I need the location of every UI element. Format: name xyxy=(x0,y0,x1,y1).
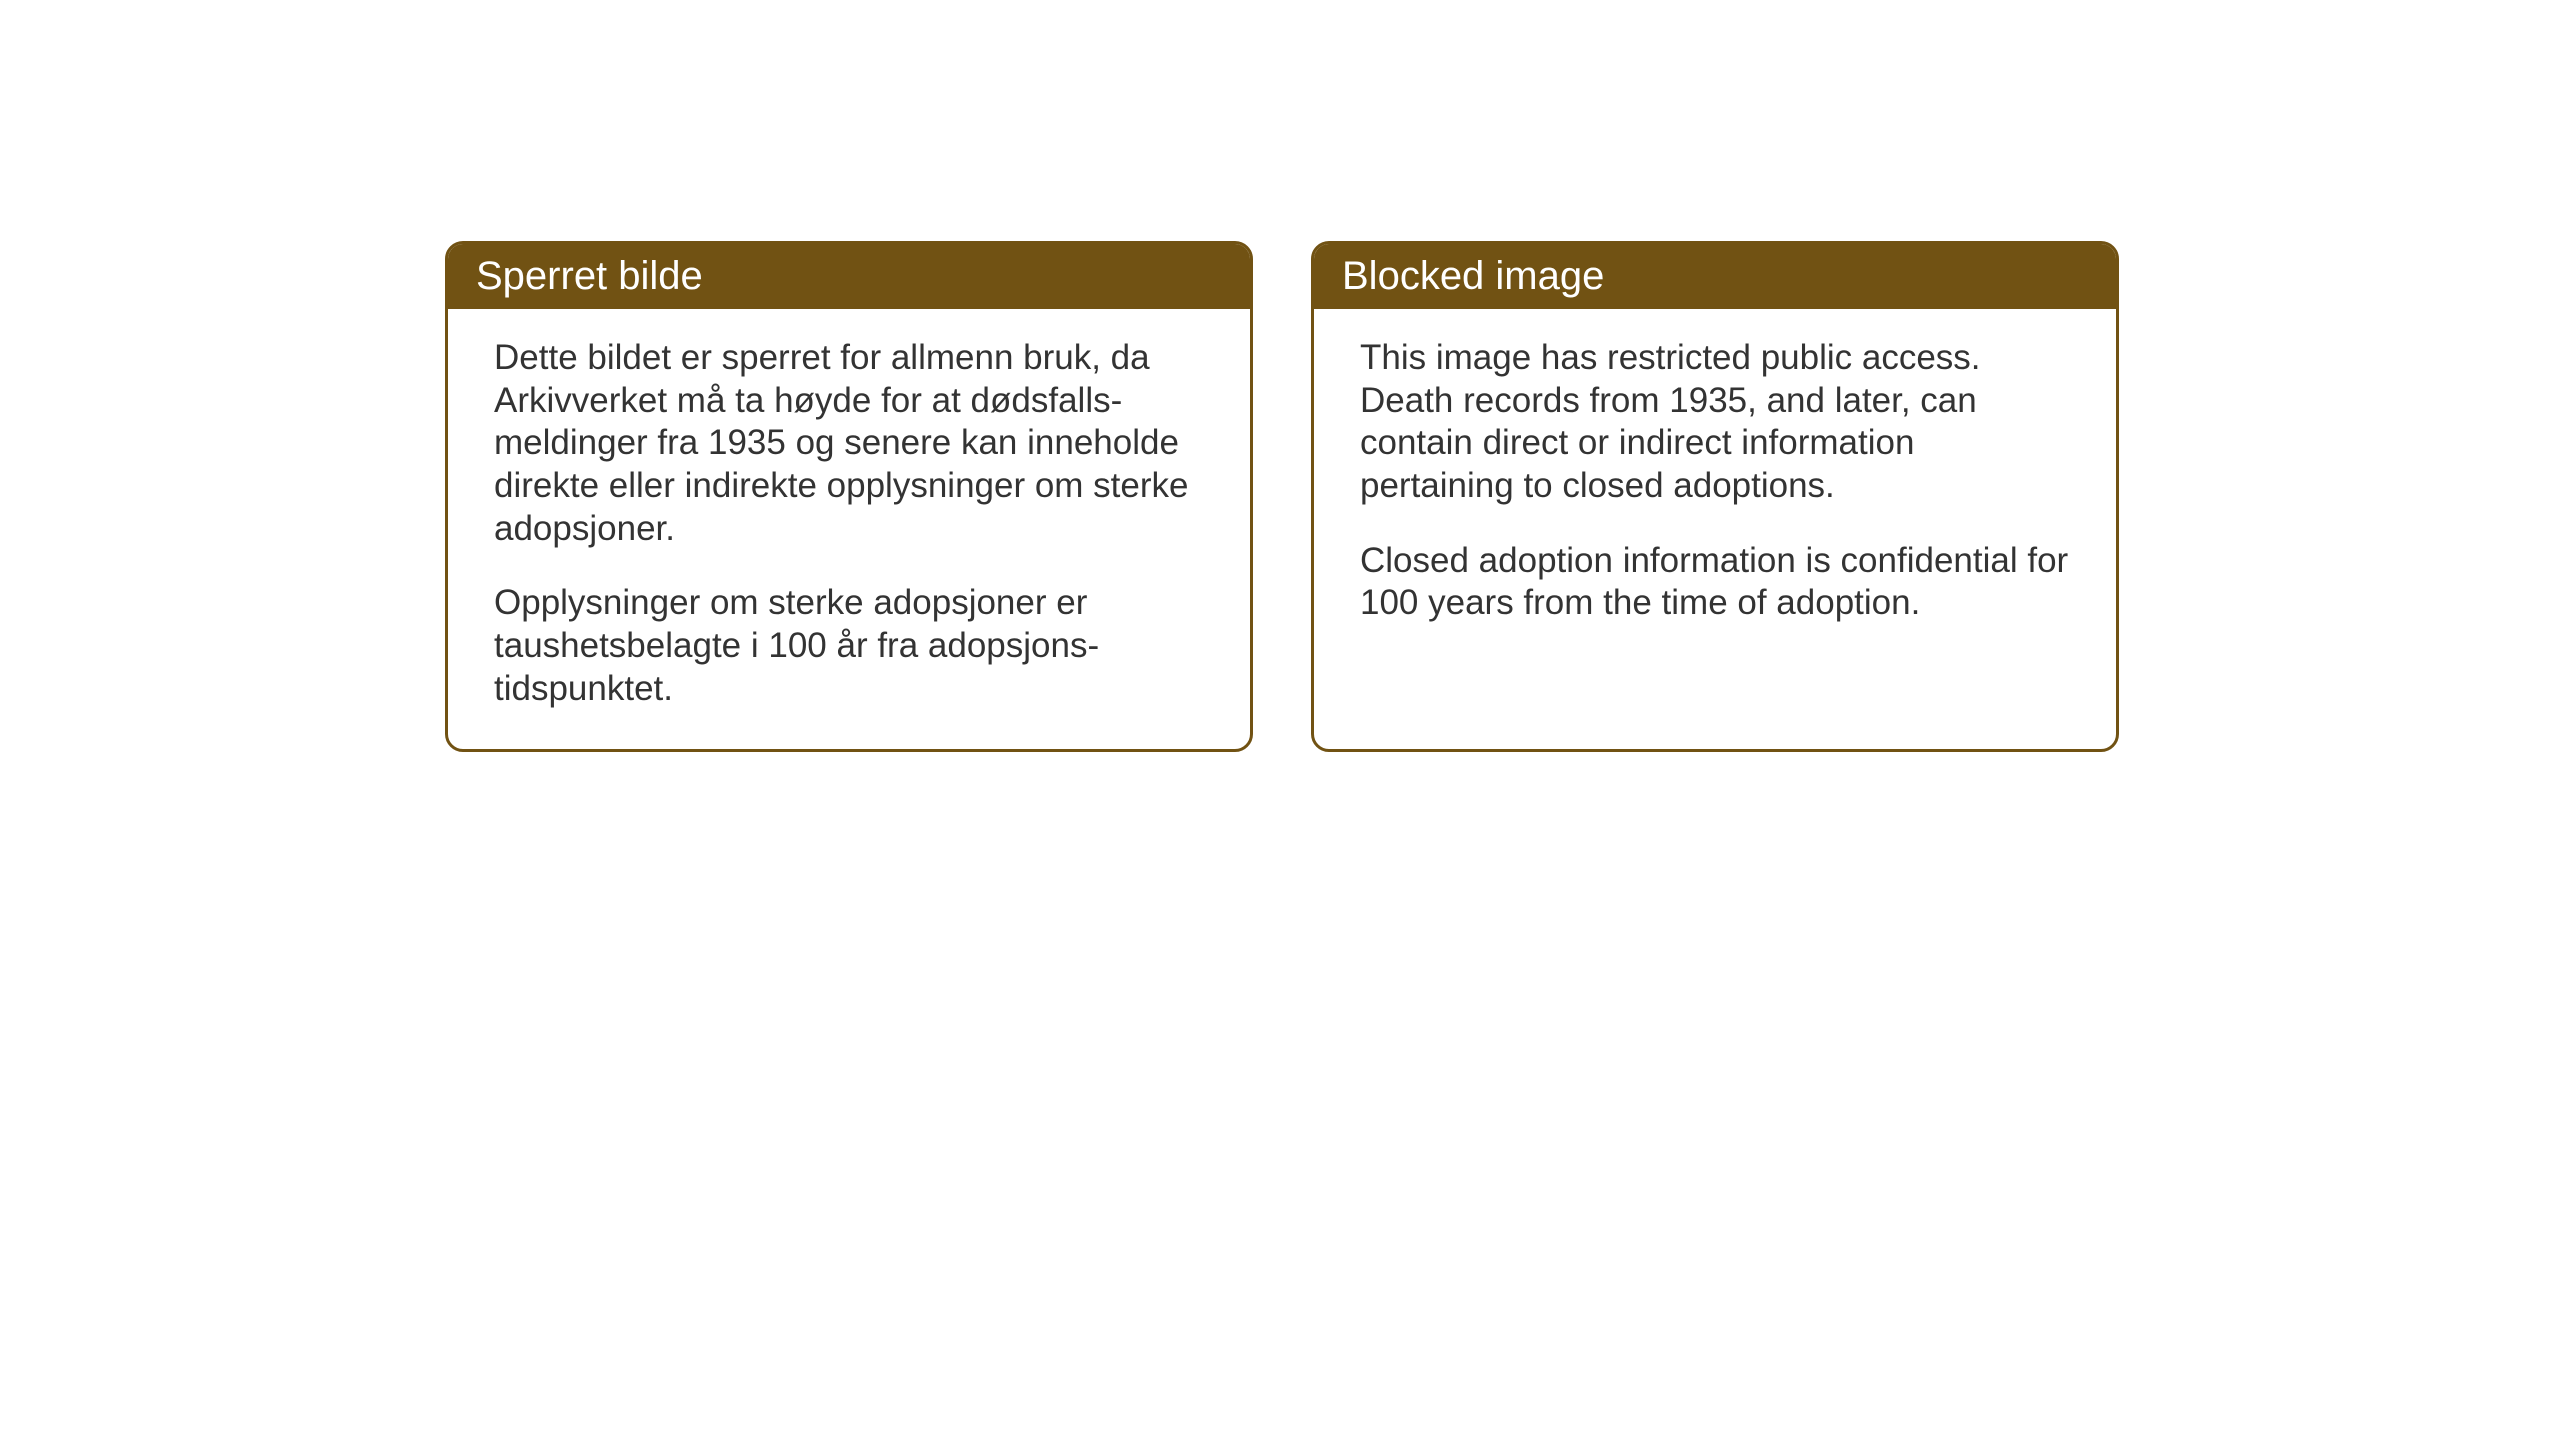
norwegian-notice-card: Sperret bilde Dette bildet er sperret fo… xyxy=(445,241,1253,752)
english-card-title: Blocked image xyxy=(1314,244,2116,309)
norwegian-paragraph-1: Dette bildet er sperret for allmenn bruk… xyxy=(494,337,1204,550)
norwegian-card-body: Dette bildet er sperret for allmenn bruk… xyxy=(448,309,1250,749)
english-paragraph-2: Closed adoption information is confident… xyxy=(1360,540,2070,625)
english-notice-card: Blocked image This image has restricted … xyxy=(1311,241,2119,752)
english-card-body: This image has restricted public access.… xyxy=(1314,309,2116,663)
notice-container: Sperret bilde Dette bildet er sperret fo… xyxy=(445,241,2119,752)
norwegian-paragraph-2: Opplysninger om sterke adopsjoner er tau… xyxy=(494,582,1204,710)
english-paragraph-1: This image has restricted public access.… xyxy=(1360,337,2070,508)
norwegian-card-title: Sperret bilde xyxy=(448,244,1250,309)
